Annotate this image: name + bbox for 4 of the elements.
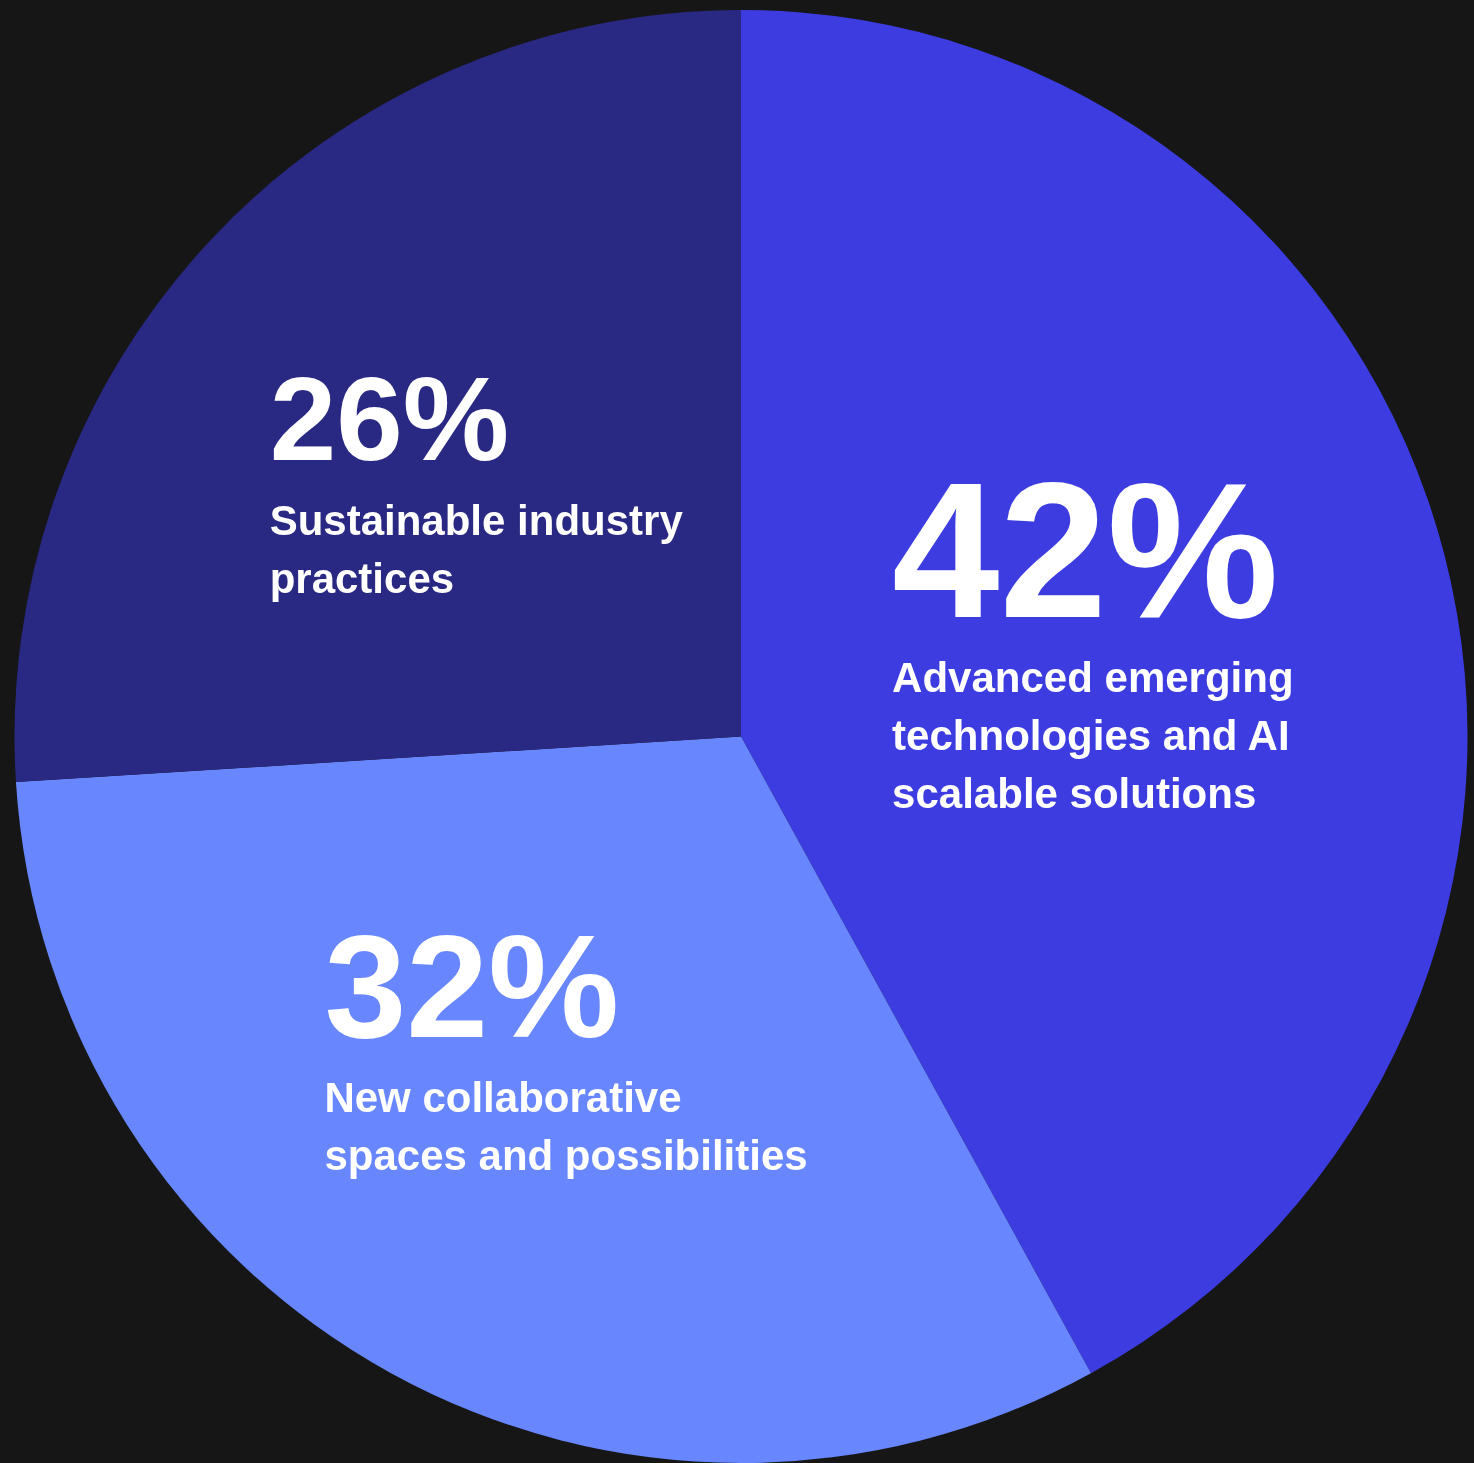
data-label: 32% <box>324 904 619 1069</box>
slice-label: New collaborative spaces and possibilities <box>324 1074 808 1180</box>
slice-label: Sustainable industry practices <box>269 496 684 602</box>
data-label: 26% <box>269 351 510 485</box>
